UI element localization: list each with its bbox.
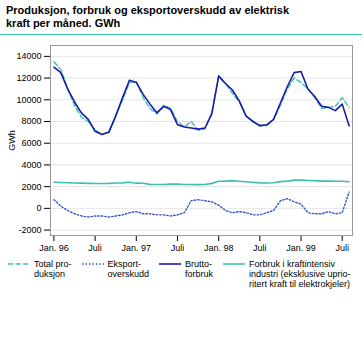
svg-text:8000: 8000 <box>21 116 41 126</box>
svg-text:Juli: Juli <box>171 243 185 253</box>
html-text:Produksjon, forbruk og eksport: Produksjon, forbruk og eksportoverskudd … <box>6 4 289 29</box>
svg-text:Juli: Juli <box>253 243 267 253</box>
svg-text:Jan. 98: Jan. 98 <box>204 243 234 253</box>
svg-text:-2000: -2000 <box>18 225 41 235</box>
svg-text:4000: 4000 <box>21 160 41 170</box>
html-text:Brutto- forbruk: Brutto- forbruk <box>185 259 214 279</box>
svg-text:12000: 12000 <box>16 73 41 83</box>
svg-text:14000: 14000 <box>16 51 41 61</box>
html-text:Forbruk i kraftintensiv indust: Forbruk i kraftintensiv industri (eksklu… <box>249 259 351 289</box>
svg-text:6000: 6000 <box>21 138 41 148</box>
svg-text:Jan. 97: Jan. 97 <box>122 243 152 253</box>
svg-text:10000: 10000 <box>16 95 41 105</box>
html-text:Total pro- duksjon: Total pro- duksjon <box>34 259 72 279</box>
svg-text:0: 0 <box>36 203 41 213</box>
svg-text:Juli: Juli <box>88 243 102 253</box>
svg-text:2000: 2000 <box>21 182 41 192</box>
svg-text:GWh: GWh <box>7 130 17 151</box>
svg-text:Juli: Juli <box>335 243 349 253</box>
svg-text:Jan. 96: Jan. 96 <box>39 243 69 253</box>
html-text:Eksport- overskudd: Eksport- overskudd <box>107 259 150 279</box>
svg-text:Jan. 99: Jan. 99 <box>286 243 316 253</box>
